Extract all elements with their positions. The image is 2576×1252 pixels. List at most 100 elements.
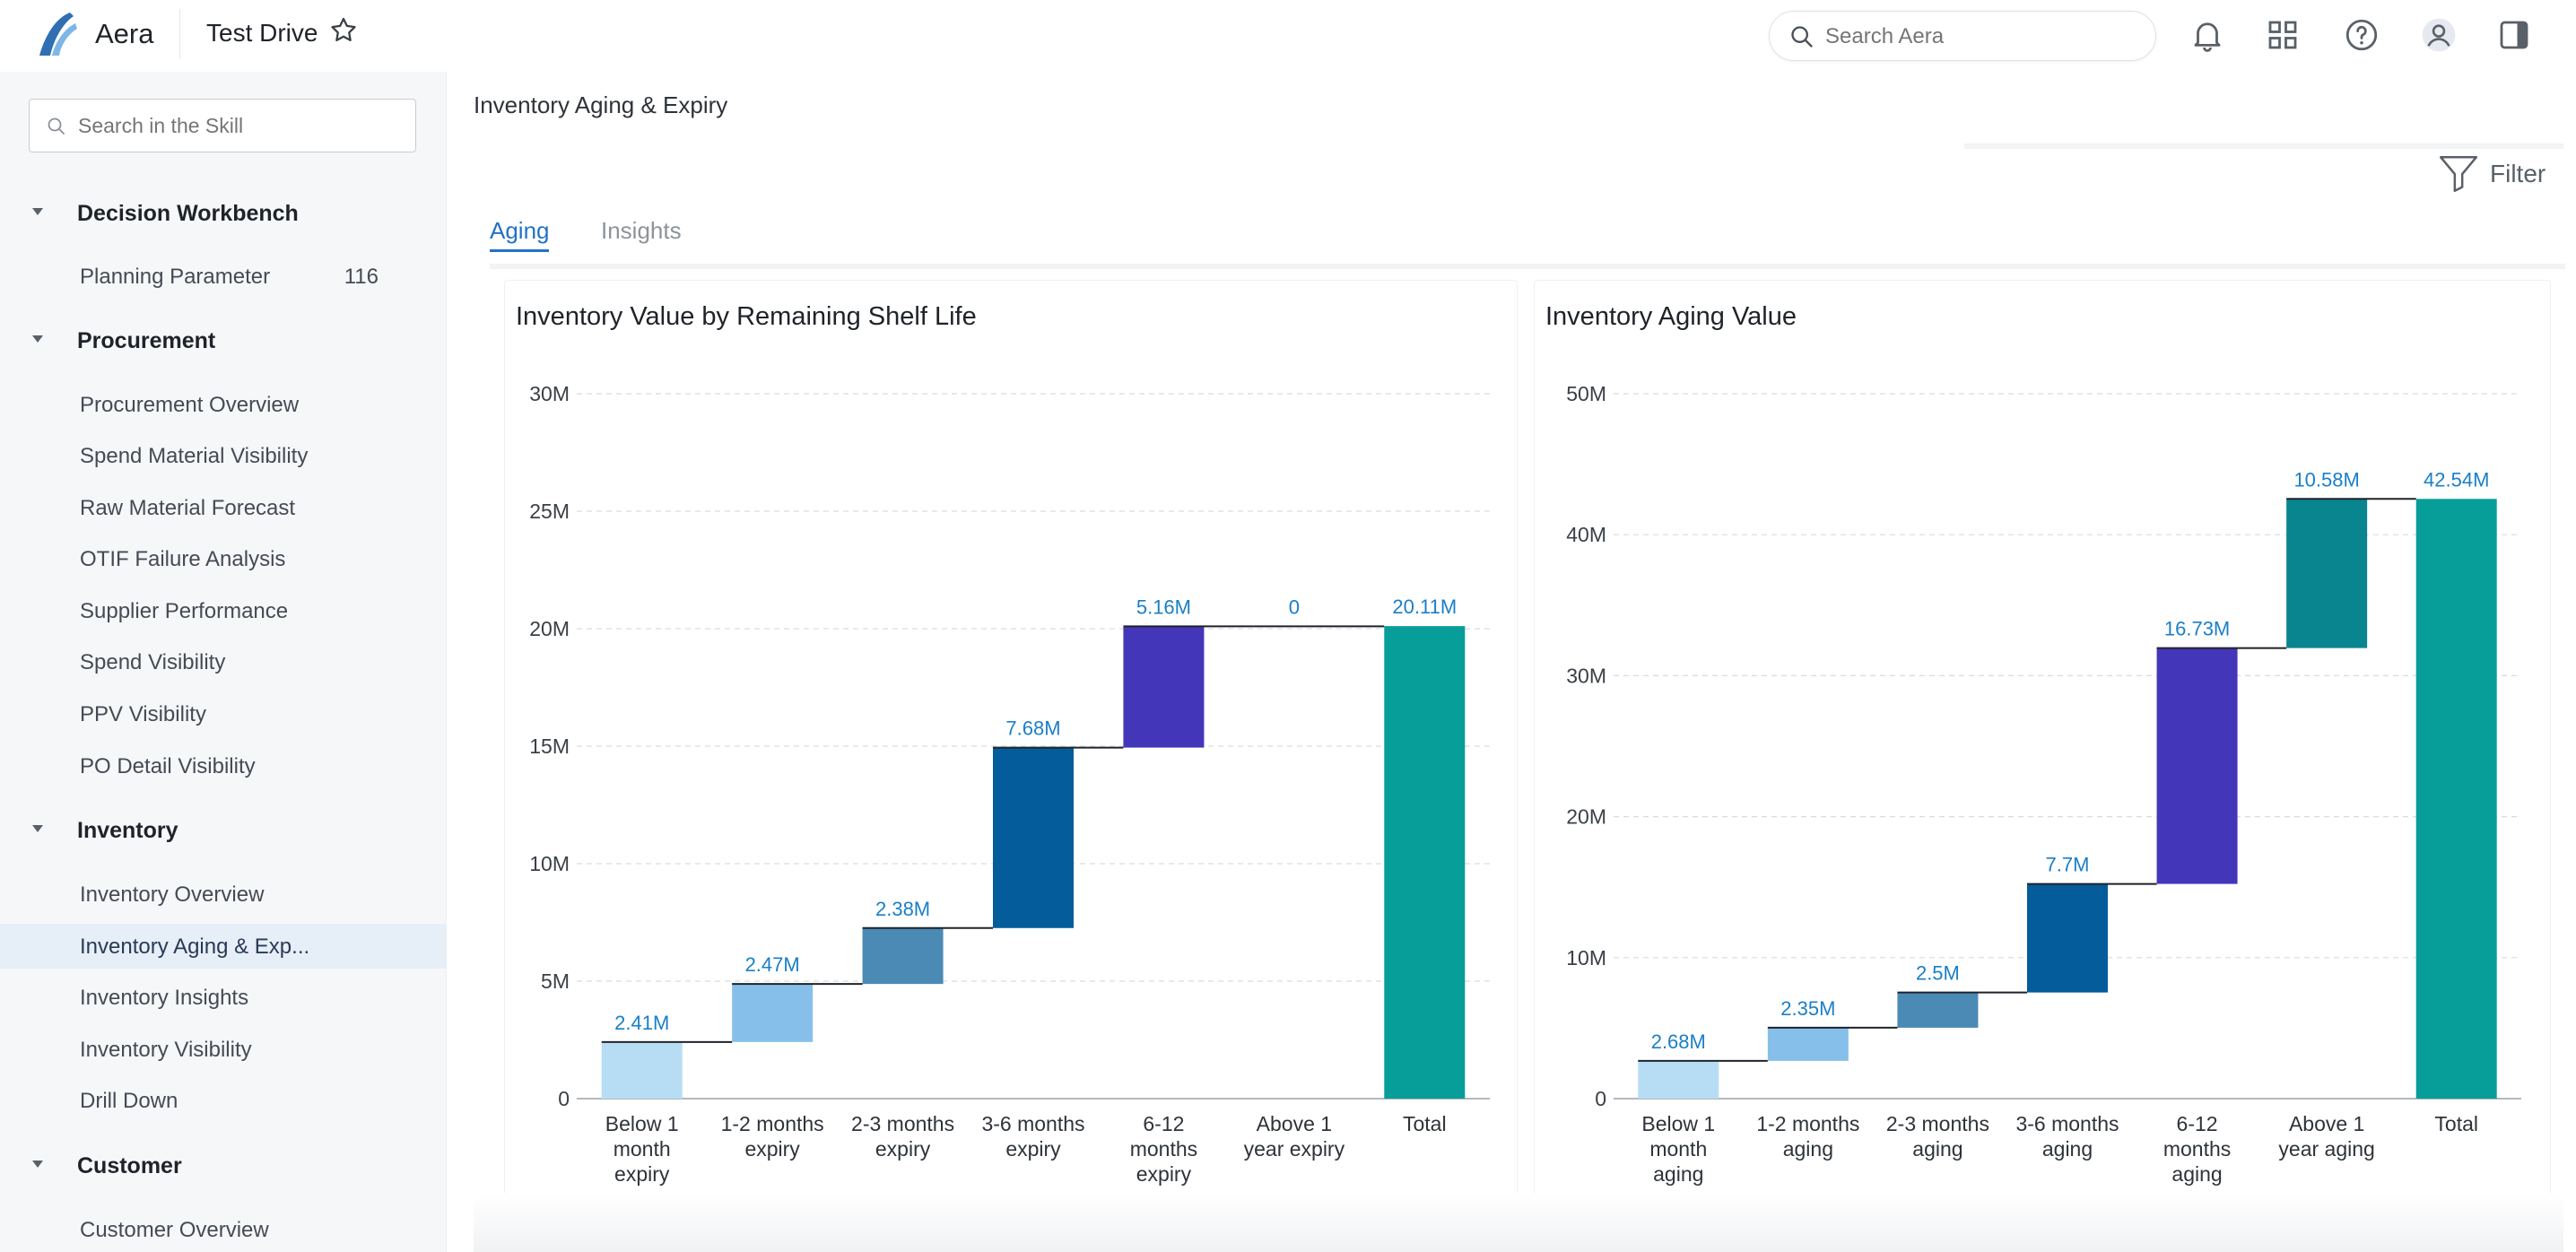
sidebar-item-inventory-visibility[interactable]: Inventory Visibility (80, 1038, 252, 1062)
sidebar-item-otif-failure-analysis[interactable]: OTIF Failure Analysis (80, 547, 286, 571)
x-tick-label: 2-3 months aging (1886, 1112, 1989, 1161)
waterfall-bar (1123, 626, 1205, 748)
skill-sidebar: Decision Workbench Planning Parameter 11… (0, 72, 447, 1252)
data-label: 2.41M (614, 1012, 669, 1034)
y-tick-label: 10M (1566, 946, 1606, 969)
skill-search-input[interactable] (78, 112, 401, 139)
section-decision-workbench[interactable]: Decision Workbench (0, 190, 447, 237)
data-label: 0 (1289, 596, 1300, 618)
y-tick-label: 30M (1566, 664, 1606, 687)
item-count: 116 (344, 265, 379, 289)
shelf-life-waterfall-chart: 0 5M 10M 15M 20M 25M 30M 2.41M Below 1 month expir… (529, 382, 1490, 1186)
x-tick-label: 3-6 months expiry (981, 1112, 1084, 1161)
section-inventory[interactable]: Inventory (0, 807, 447, 854)
data-label: 2.47M (745, 953, 800, 976)
section-customer[interactable]: Customer (0, 1143, 447, 1189)
y-tick-label: 25M (529, 500, 570, 523)
bell-icon[interactable] (2189, 16, 2226, 54)
section-procurement[interactable]: Procurement (0, 317, 447, 364)
waterfall-bar (993, 747, 1074, 928)
sidebar-item-spend-material-visibility[interactable]: Spend Material Visibility (80, 444, 309, 468)
caret-down-icon (32, 208, 43, 215)
x-tick-label: Above 1 year expiry (1244, 1112, 1345, 1161)
sidebar-item-ppv-visibility[interactable]: PPV Visibility (80, 702, 206, 726)
aging-value-chart-panel: Inventory Aging Value 0 10M 20M 30M 40M 50M 2.… (1534, 280, 2551, 1236)
star-icon[interactable] (328, 15, 359, 46)
sidebar-item-spend-visibility[interactable]: Spend Visibility (80, 650, 226, 674)
data-label: 2.38M (875, 898, 930, 920)
x-tick-label: 6-12 months aging (2163, 1112, 2231, 1186)
waterfall-bar (2156, 648, 2238, 884)
data-label: 2.68M (1651, 1030, 1706, 1053)
y-tick-label: 50M (1566, 382, 1606, 405)
y-tick-label: 40M (1566, 523, 1606, 546)
project-title: Test Drive (206, 19, 318, 47)
caret-down-icon (32, 825, 43, 832)
panel-bottom-fade (474, 1193, 2563, 1252)
tab-aging[interactable]: Aging (490, 217, 550, 244)
user-avatar-icon[interactable] (2420, 16, 2458, 54)
filter-strip (1964, 143, 2563, 149)
y-tick-label: 20M (529, 617, 570, 640)
sidebar-item-drill-down[interactable]: Drill Down (80, 1089, 178, 1113)
data-label: 42.54M (2424, 468, 2489, 491)
sidebar-item-procurement-overview[interactable]: Procurement Overview (80, 393, 300, 417)
x-tick-label: Total (2434, 1112, 2478, 1135)
x-tick-label: 3-6 months aging (2015, 1112, 2119, 1161)
sidebar-item-supplier-performance[interactable]: Supplier Performance (80, 599, 289, 623)
global-search-input[interactable] (1825, 22, 2139, 51)
sidebar-item-po-detail-visibility[interactable]: PO Detail Visibility (80, 754, 256, 778)
tabs-bar (490, 264, 2565, 269)
apps-grid-icon[interactable] (2264, 16, 2302, 54)
data-label: 5.16M (1136, 596, 1191, 618)
y-tick-label: 15M (529, 735, 570, 758)
x-tick-label: 2-3 months expiry (851, 1112, 954, 1161)
main-content: Inventory Aging & Expiry Filter Aging In… (447, 72, 2576, 1252)
sidebar-item-inventory-insights[interactable]: Inventory Insights (80, 986, 249, 1010)
y-tick-label: 5M (541, 969, 570, 993)
x-tick-label: 6-12 months expiry (1130, 1112, 1197, 1186)
aera-logo-icon[interactable] (36, 9, 79, 59)
x-tick-label: Above 1 year aging (2278, 1112, 2374, 1161)
caret-down-icon (32, 1161, 43, 1168)
filter-button[interactable]: Filter (2436, 151, 2558, 196)
waterfall-bar (1384, 626, 1466, 1099)
x-tick-label: 1-2 months expiry (721, 1112, 824, 1161)
sidebar-item-inventory-aging-expiry[interactable]: Inventory Aging & Exp... (0, 924, 447, 969)
x-tick-label: Below 1 month aging (1641, 1112, 1715, 1186)
side-panel-toggle-icon[interactable] (2495, 16, 2533, 54)
waterfall-bar (1897, 992, 1979, 1028)
y-tick-label: 0 (1595, 1087, 1606, 1110)
sidebar-item-planning-parameter[interactable]: Planning Parameter 116 (80, 265, 379, 289)
app-name[interactable]: Aera (95, 18, 154, 49)
waterfall-bar (1638, 1060, 1719, 1099)
skill-search-box[interactable] (29, 99, 416, 152)
data-label: 7.68M (1005, 717, 1060, 740)
help-icon[interactable] (2343, 16, 2380, 54)
data-label: 10.58M (2293, 468, 2359, 491)
chart-title: Inventory Value by Remaining Shelf Life (516, 302, 977, 331)
tab-insights[interactable]: Insights (601, 217, 682, 244)
y-tick-label: 10M (529, 852, 570, 875)
sidebar-item-inventory-overview[interactable]: Inventory Overview (80, 882, 265, 907)
global-search-box[interactable] (1769, 11, 2156, 61)
top-header: Aera Test Drive (0, 0, 2576, 72)
waterfall-bar (601, 1041, 683, 1099)
waterfall-bar (2027, 883, 2108, 993)
shelf-life-chart-panel: Inventory Value by Remaining Shelf Life … (504, 280, 1518, 1236)
sidebar-item-customer-overview[interactable]: Customer Overview (80, 1218, 269, 1242)
data-label: 2.5M (1916, 962, 1960, 985)
x-tick-label: 1-2 months aging (1756, 1112, 1859, 1161)
waterfall-bar (2415, 499, 2497, 1099)
waterfall-bar (2286, 499, 2368, 648)
y-tick-label: 0 (558, 1087, 570, 1110)
search-icon (1791, 26, 1813, 48)
waterfall-bar (862, 927, 944, 985)
waterfall-bar (732, 984, 814, 1042)
waterfall-bar (1767, 1027, 1849, 1061)
page-title: Inventory Aging & Expiry (474, 91, 728, 118)
sidebar-item-raw-material-forecast[interactable]: Raw Material Forecast (80, 496, 296, 520)
data-label: 16.73M (2164, 618, 2230, 640)
header-divider (179, 9, 180, 59)
data-label: 7.7M (2046, 854, 2090, 876)
